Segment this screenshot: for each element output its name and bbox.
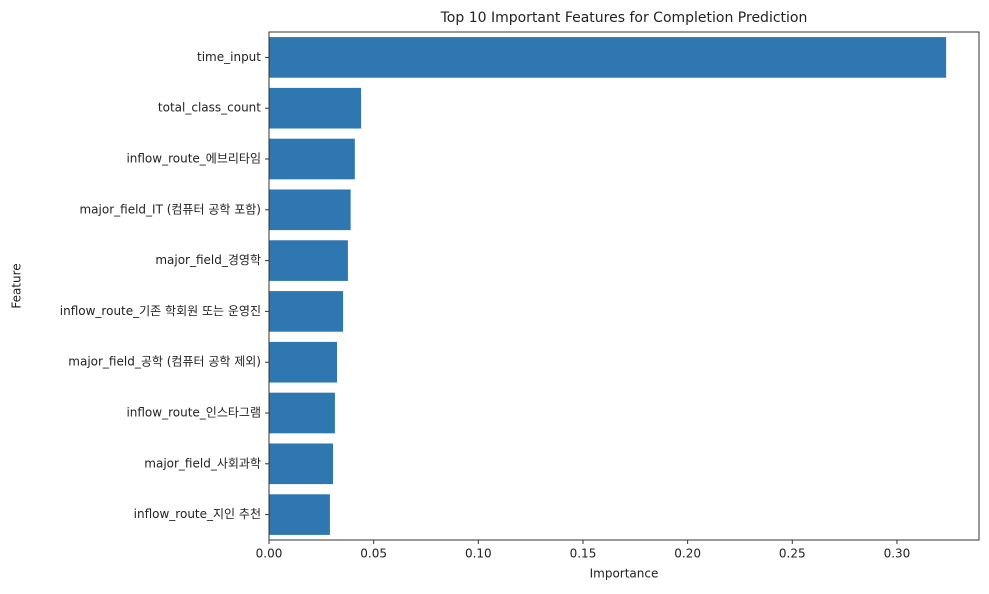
bar xyxy=(269,392,335,434)
y-tick-label: major_field_경영학 xyxy=(155,253,261,267)
y-tick-label: time_input xyxy=(197,50,261,64)
bar xyxy=(269,341,338,383)
y-tick-label: inflow_route_인스타그램 xyxy=(126,406,261,420)
x-tick-label: 0.10 xyxy=(465,547,492,561)
x-tick-label: 0.25 xyxy=(779,547,806,561)
bar xyxy=(269,87,362,129)
y-tick-label: major_field_IT (컴퓨터 공학 포함) xyxy=(79,202,261,216)
y-axis-label: Feature xyxy=(10,263,24,308)
bar xyxy=(269,443,334,485)
bar xyxy=(269,37,947,78)
bar xyxy=(269,291,344,332)
y-tick-label: inflow_route_에브리타임 xyxy=(126,152,261,166)
bar xyxy=(269,240,348,281)
chart-title: Top 10 Important Features for Completion… xyxy=(440,10,808,26)
y-tick-label: inflow_route_지인 추천 xyxy=(134,506,261,521)
bar xyxy=(269,189,351,231)
y-tick-label: inflow_route_기존 학회원 또는 운영진 xyxy=(60,304,261,318)
bar xyxy=(269,138,355,180)
x-tick-label: 0.20 xyxy=(674,547,701,561)
x-axis-label: Importance xyxy=(590,567,659,581)
bar xyxy=(269,494,330,535)
x-tick-label: 0.15 xyxy=(570,547,597,561)
y-tick-label: major_field_공학 (컴퓨터 공학 제외) xyxy=(68,355,261,369)
x-tick-label: 0.30 xyxy=(884,547,911,561)
x-tick-label: 0.00 xyxy=(256,547,283,561)
y-tick-label: total_class_count xyxy=(158,101,261,115)
y-tick-label: major_field_사회과학 xyxy=(144,456,261,470)
x-tick-label: 0.05 xyxy=(360,547,387,561)
plot-frame xyxy=(268,31,980,541)
